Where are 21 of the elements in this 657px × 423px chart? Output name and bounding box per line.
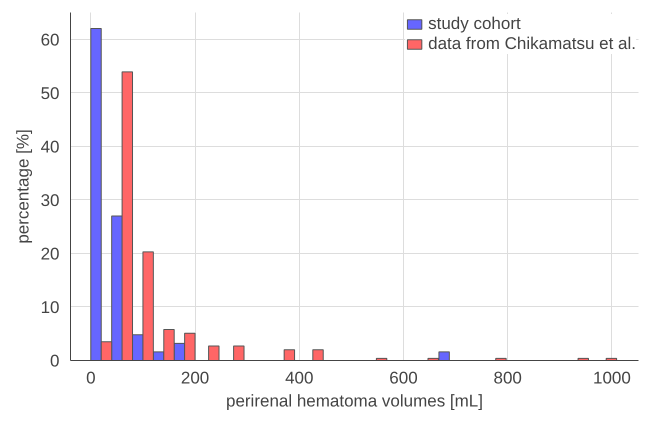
x-tick-label: 800	[494, 368, 522, 388]
bar	[284, 349, 296, 360]
y-tick-label: 20	[40, 244, 60, 264]
x-tick-label: 0	[86, 368, 96, 388]
y-axis-title: percentage [%]	[14, 129, 33, 244]
bar	[233, 346, 245, 360]
x-axis-title: perirenal hematoma volumes [mL]	[226, 392, 484, 410]
bar	[208, 346, 220, 360]
x-tick-label: 1000	[593, 368, 631, 388]
y-tick-label: 0	[50, 352, 60, 370]
x-tick-label: 400	[285, 368, 314, 388]
y-tick-label: 30	[40, 190, 60, 210]
y-tick-label: 40	[40, 137, 60, 156]
legend-label: study cohort	[428, 14, 521, 34]
x-tick-label: 600	[389, 368, 418, 388]
x-tick-label: 200	[180, 368, 210, 388]
y-tick-label: 60	[40, 30, 60, 50]
bar	[312, 349, 324, 360]
y-tick-label: 10	[40, 298, 60, 317]
legend-label: data from Chikamatsu et al.	[428, 34, 636, 54]
y-tick-label: 50	[40, 84, 60, 103]
